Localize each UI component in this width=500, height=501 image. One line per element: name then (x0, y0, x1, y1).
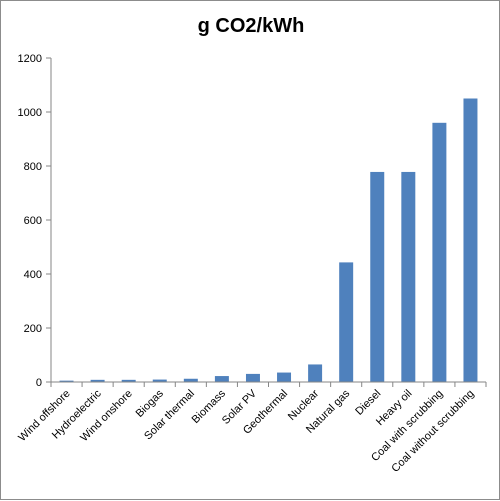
y-tick-label: 600 (24, 215, 42, 227)
bar (152, 379, 167, 382)
y-tick-label: 200 (24, 323, 42, 335)
bar (245, 373, 260, 382)
y-tick-label: 1000 (18, 107, 42, 119)
bar (183, 378, 198, 382)
bar (370, 171, 385, 382)
y-tick-label: 400 (24, 269, 42, 281)
y-tick-label: 800 (24, 161, 42, 173)
x-tick-label: Diesel (353, 388, 383, 418)
y-tick-label: 0 (36, 377, 42, 389)
chart-title: g CO2/kWh (197, 15, 305, 37)
bar (339, 262, 354, 382)
bar (214, 376, 229, 382)
bar (308, 364, 323, 382)
bar (463, 98, 478, 382)
y-tick-label: 1200 (18, 53, 42, 65)
bar (277, 372, 292, 382)
bars (59, 98, 478, 383)
y-axis: 0 200 400 600 800 1000 1200 (18, 53, 52, 389)
bar (401, 171, 416, 382)
bar (432, 122, 447, 383)
bar (59, 380, 74, 382)
bar (90, 379, 105, 382)
bar (121, 379, 136, 382)
